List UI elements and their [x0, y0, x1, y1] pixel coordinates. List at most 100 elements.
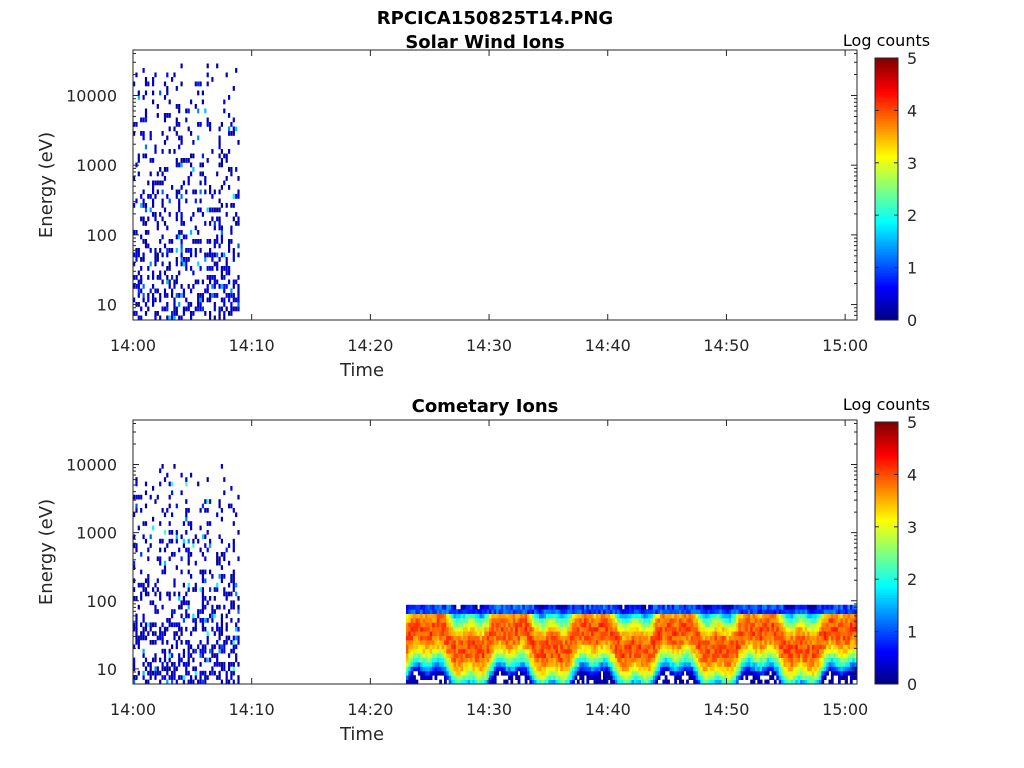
heatmap-cell — [220, 270, 223, 276]
heatmap-cell — [161, 508, 164, 513]
heatmap-cell — [197, 122, 200, 127]
heatmap-cell — [180, 293, 183, 298]
heatmap-cell — [707, 626, 711, 632]
heatmap-cell — [783, 626, 787, 632]
heatmap-cell — [572, 657, 575, 663]
heatmap-cell — [783, 679, 787, 684]
heatmap-cell — [662, 657, 666, 663]
heatmap-cell — [750, 640, 753, 645]
heatmap-cell — [232, 569, 235, 575]
heatmap-cell — [629, 635, 632, 641]
heatmap-cell — [460, 626, 464, 632]
heatmap-cell — [144, 679, 148, 684]
colorbar-tick-label: 5 — [907, 49, 917, 68]
heatmap-cell — [531, 622, 535, 628]
heatmap-cell — [830, 604, 834, 610]
heatmap-cell — [142, 95, 145, 100]
heatmap-cell — [175, 565, 178, 570]
heatmap-cell — [671, 662, 675, 667]
heatmap-cell — [232, 635, 235, 641]
heatmap-cell — [716, 622, 720, 628]
heatmap-cell — [479, 613, 483, 619]
heatmap-cell — [500, 670, 504, 676]
heatmap-cell — [762, 613, 765, 619]
heatmap-cell — [140, 582, 143, 588]
heatmap-cell — [425, 609, 428, 614]
heatmap-cell — [489, 657, 492, 663]
colorbar-segment — [875, 532, 898, 536]
heatmap-cell — [223, 640, 226, 645]
heatmap-cell — [522, 662, 526, 667]
heatmap-cell — [166, 626, 169, 632]
heatmap-cell — [417, 670, 421, 676]
heatmap-cell — [849, 631, 853, 636]
heatmap-cell — [209, 648, 212, 654]
heatmap-cell — [797, 609, 801, 614]
heatmap-cell — [199, 640, 202, 645]
heatmap-cell — [232, 582, 235, 588]
heatmap-cell — [508, 653, 511, 658]
heatmap-cell — [182, 679, 185, 684]
heatmap-cell — [534, 662, 537, 667]
heatmap-cell — [819, 618, 822, 623]
heatmap-cell — [159, 635, 162, 641]
heatmap-cell — [792, 613, 796, 619]
heatmap-cell — [776, 657, 780, 663]
heatmap-cell — [436, 631, 440, 636]
heatmap-cell — [600, 604, 604, 610]
heatmap-cell — [154, 499, 157, 504]
colorbar-segment — [875, 107, 898, 111]
heatmap-cell — [619, 666, 623, 672]
heatmap-cell — [593, 626, 597, 632]
heatmap-cell — [182, 600, 185, 606]
heatmap-cell — [228, 666, 231, 672]
heatmap-cell — [470, 657, 473, 663]
heatmap-cell — [769, 622, 772, 628]
heatmap-cell — [515, 653, 518, 658]
heatmap-cell — [147, 556, 150, 562]
colorbar-segment — [875, 215, 898, 219]
heatmap-cell — [517, 653, 521, 658]
heatmap-cell — [178, 626, 181, 632]
heatmap-cell — [228, 679, 231, 684]
heatmap-cell — [830, 635, 834, 641]
heatmap-cell — [467, 666, 471, 672]
colorbar-segment — [875, 76, 898, 80]
heatmap-cell — [465, 631, 469, 636]
heatmap-cell — [776, 618, 780, 623]
colorbar-segment — [875, 270, 898, 274]
heatmap-cell — [180, 284, 183, 289]
y-tick-label: 10000 — [66, 456, 117, 475]
heatmap-cell — [159, 167, 162, 172]
heatmap-cell — [512, 653, 516, 658]
heatmap-cell — [543, 644, 547, 650]
heatmap-cell — [228, 248, 231, 253]
heatmap-cell — [178, 104, 181, 109]
heatmap-cell — [586, 653, 590, 658]
heatmap-cell — [527, 604, 530, 610]
heatmap-cell — [190, 472, 193, 478]
heatmap-cell — [565, 631, 568, 636]
heatmap-cell — [624, 613, 628, 619]
heatmap-cell — [724, 635, 727, 641]
heatmap-cell — [788, 604, 791, 610]
heatmap-cell — [712, 631, 715, 636]
heatmap-cell — [769, 631, 772, 636]
heatmap-cell — [187, 613, 190, 619]
heatmap-cell — [716, 653, 720, 658]
heatmap-cell — [610, 653, 613, 658]
heatmap-cell — [232, 587, 235, 592]
heatmap-cell — [605, 675, 609, 680]
heatmap-cell — [562, 657, 566, 663]
heatmap-cell — [664, 662, 668, 667]
heatmap-cell — [790, 635, 794, 641]
heatmap-cell — [560, 657, 564, 663]
heatmap-cell — [498, 648, 502, 654]
heatmap-cell — [683, 635, 687, 641]
heatmap-cell — [166, 543, 169, 548]
heatmap-cell — [477, 635, 480, 641]
heatmap-cell — [228, 279, 231, 285]
heatmap-cell — [560, 609, 564, 614]
heatmap-cell — [833, 618, 837, 623]
heatmap-cell — [135, 248, 138, 253]
